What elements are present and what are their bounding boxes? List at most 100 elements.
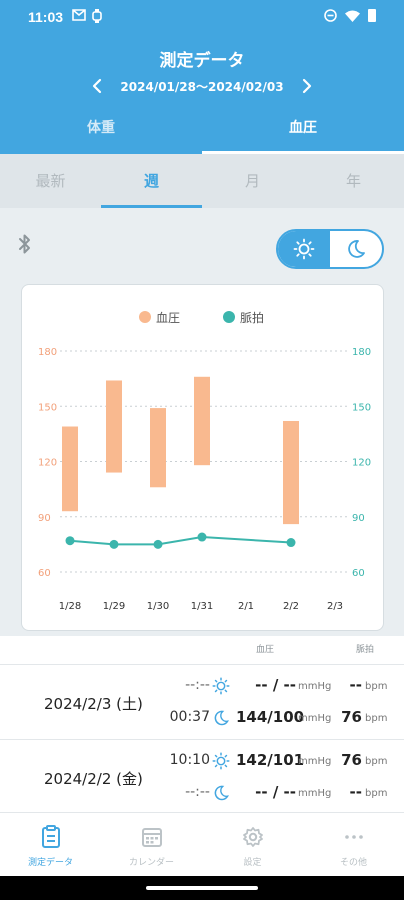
measure-time: --:--	[185, 784, 210, 800]
list-header-bp: 血圧	[256, 645, 275, 655]
y-right-tick-label: 180	[352, 347, 371, 358]
pulse-line	[69, 536, 292, 546]
pulse-unit: bpm	[365, 681, 388, 692]
x-tick-label: 2/2	[283, 601, 299, 612]
pulse-unit: bpm	[365, 713, 388, 724]
next-range-button[interactable]	[294, 74, 318, 98]
sun-icon	[212, 752, 230, 770]
nav-label: 設定	[243, 858, 262, 868]
bp-range-bar	[194, 376, 210, 466]
pulse-point	[286, 538, 296, 548]
day-night-toggle	[276, 229, 384, 269]
app-header: 11:03 測定データ 2024/01/28～2024/02/03 体重 血圧	[0, 0, 404, 154]
wifi-icon	[345, 10, 360, 22]
bluetooth-icon[interactable]	[16, 232, 34, 256]
period-tabs: 最新 週 月 年	[0, 154, 404, 208]
y-right-tick-label: 90	[352, 513, 365, 524]
system-nav-bar	[0, 876, 404, 900]
chart-card: 血圧 脈拍 180 180 150 150 120 120 90 90 60 60 1/28 1/29 1/…	[21, 284, 384, 631]
x-tick-label: 1/31	[191, 601, 213, 612]
prev-range-button[interactable]	[86, 74, 110, 98]
nav-calendar[interactable]: カレンダー	[101, 813, 202, 877]
bp-range-bar	[106, 380, 122, 473]
tab-latest[interactable]: 最新	[35, 172, 66, 190]
bp-range-bar	[150, 408, 166, 488]
pulse-value: 76	[341, 751, 362, 769]
bp-unit: mmHg	[298, 756, 332, 767]
clipboard-icon	[42, 825, 60, 848]
measure-time: 10:10	[169, 752, 210, 768]
chevron-left-icon	[92, 78, 102, 94]
pulse-value: 76	[341, 708, 362, 726]
tab-weight[interactable]: 体重	[87, 120, 115, 136]
y-left-tick-label: 150	[38, 402, 57, 413]
pulse-unit: bpm	[365, 756, 388, 767]
y-left-tick-label: 60	[38, 568, 51, 579]
sun-icon	[212, 677, 230, 695]
sun-icon	[293, 238, 315, 260]
day-measurement: --:-- -- / -- mmHg -- bpm	[160, 675, 404, 697]
tab-year[interactable]: 年	[345, 172, 361, 190]
battery-icon	[368, 9, 376, 22]
pulse-value: --	[349, 676, 362, 694]
y-left-tick-label: 90	[38, 513, 51, 524]
tab-week[interactable]: 週	[101, 154, 202, 208]
bp-range-bar	[283, 420, 299, 525]
date-range-nav: 2024/01/28～2024/02/03	[0, 74, 404, 98]
y-left-tick-label: 120	[38, 458, 57, 469]
home-indicator[interactable]	[146, 886, 258, 890]
day-measurement: 10:10 142/101 mmHg 76 bpm	[160, 750, 404, 772]
pulse-point	[197, 532, 207, 542]
more-icon	[345, 835, 363, 839]
row-date: 2024/2/3 (土)	[44, 695, 143, 713]
pulse-point	[153, 539, 163, 549]
date-range: 2024/01/28～2024/02/03	[120, 80, 284, 94]
bottom-nav: 測定データ カレンダー 設定 その他	[0, 812, 404, 876]
nav-settings[interactable]: 設定	[202, 813, 303, 877]
day-toggle-button[interactable]	[278, 231, 330, 267]
tab-blood-pressure[interactable]: 血圧	[202, 112, 404, 154]
nav-more[interactable]: その他	[303, 813, 404, 877]
bp-value: 144/100	[236, 708, 305, 726]
row-date: 2024/2/2 (金)	[44, 770, 143, 788]
list-header-pulse: 脈拍	[356, 645, 375, 655]
watch-icon	[92, 9, 102, 23]
list-item[interactable]: 2024/2/3 (土) --:-- -- / -- mmHg -- bpm 0…	[0, 664, 404, 740]
blood-pressure-chart: 血圧 脈拍 180 180 150 150 120 120 90 90 60 60 1/28 1/29 1/…	[38, 310, 371, 612]
nav-label: カレンダー	[128, 858, 174, 868]
bp-value: -- / --	[255, 676, 296, 694]
status-bar: 11:03	[0, 0, 404, 34]
night-toggle-button[interactable]	[330, 231, 382, 267]
nav-measurement-data[interactable]: 測定データ	[0, 813, 101, 877]
bp-range-bar	[62, 426, 78, 512]
gear-icon	[243, 827, 263, 847]
status-time: 11:03	[28, 9, 64, 25]
tab-month[interactable]: 月	[244, 172, 260, 190]
pulse-point	[109, 539, 119, 549]
y-right-tick-label: 150	[352, 402, 371, 413]
y-left-tick-label: 180	[38, 347, 57, 358]
bp-unit: mmHg	[298, 681, 332, 692]
moon-icon	[214, 785, 229, 801]
bp-unit: mmHg	[298, 713, 332, 724]
x-tick-label: 2/3	[327, 601, 343, 612]
pulse-value: --	[349, 783, 362, 801]
x-tick-label: 1/30	[147, 601, 169, 612]
night-measurement: 00:37 144/100 mmHg 76 bpm	[160, 707, 404, 729]
legend-bp-swatch	[139, 311, 151, 323]
bp-unit: mmHg	[298, 788, 332, 799]
calendar-icon	[142, 828, 162, 847]
bp-value: -- / --	[255, 783, 296, 801]
nav-label: 測定データ	[27, 858, 73, 868]
list-item[interactable]: 2024/2/2 (金) 10:10 142/101 mmHg 76 bpm -…	[0, 740, 404, 816]
moon-icon	[348, 240, 365, 258]
moon-icon	[214, 710, 229, 726]
page-title: 測定データ	[159, 51, 245, 71]
bp-value: 142/101	[236, 751, 305, 769]
gmail-icon	[72, 9, 86, 21]
legend-pulse-swatch	[223, 311, 235, 323]
night-measurement: --:-- -- / -- mmHg -- bpm	[160, 782, 404, 804]
x-tick-label: 1/29	[103, 601, 125, 612]
y-right-tick-label: 60	[352, 568, 365, 579]
legend-bp-label: 血圧	[156, 311, 180, 325]
